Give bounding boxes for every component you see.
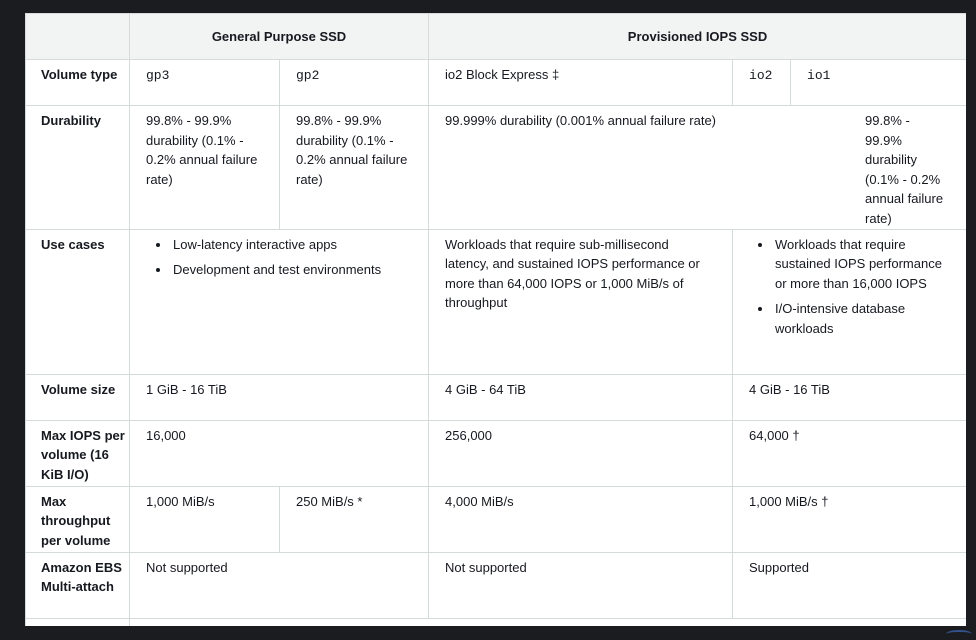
volume-size-io2-io1: 4 GiB - 16 TiB <box>732 373 966 421</box>
max-iops-general-purpose: 16,000 <box>128 419 430 487</box>
use-cases-io2-io1-list: Workloads that require sustained IOPS pe… <box>748 235 952 339</box>
cell-io2-block-express-type: io2 Block Express ‡ <box>428 59 734 106</box>
max-throughput-gp2: 250 MiB/s * <box>278 485 430 553</box>
cell-gp2-type: gp2 <box>278 59 430 106</box>
volume-type-io2-block-express: io2 Block Express ‡ <box>445 67 560 82</box>
boot-volume-row: Boot volume Supported <box>25 617 966 626</box>
cell-io2-type: io2 <box>732 59 792 106</box>
use-cases-row: Use cases Low-latency interactive apps D… <box>25 228 966 375</box>
row-label-max-throughput: Max throughput per volume <box>25 485 130 553</box>
row-label-max-iops: Max IOPS per volume (16 KiB I/O) <box>25 419 130 487</box>
ebs-volume-types-table: General Purpose SSD Provisioned IOPS SSD… <box>25 13 966 626</box>
multi-attach-row: Amazon EBS Multi-attach Not supported No… <box>25 551 966 619</box>
row-label-max-iops-text: Max IOPS per volume (16 KiB I/O) <box>41 427 125 482</box>
max-iops-io2-io1: 64,000 † <box>732 419 966 487</box>
durability-gp3: 99.8% - 99.9% durability (0.1% - 0.2% an… <box>129 105 280 230</box>
max-throughput-io2-io1: 1,000 MiB/s † <box>732 485 966 553</box>
general-purpose-ssd-header: General Purpose SSD <box>128 13 430 60</box>
multi-attach-io2-io1: Supported <box>732 551 966 619</box>
durability-io1: 99.8% - 99.9% durability (0.1% - 0.2% an… <box>790 105 966 230</box>
list-item: I/O-intensive database workloads <box>773 299 952 338</box>
multi-attach-general-purpose: Not supported <box>128 551 430 619</box>
volume-type-io1: io1 <box>807 68 831 83</box>
ebs-volume-types-table-container: General Purpose SSD Provisioned IOPS SSD… <box>25 13 966 626</box>
durability-io2: 99.999% durability (0.001% annual failur… <box>428 105 791 230</box>
use-cases-general-purpose-list: Low-latency interactive apps Development… <box>146 235 414 280</box>
durability-row: Durability 99.8% - 99.9% durability (0.1… <box>25 105 966 230</box>
multi-attach-io2-block-express: Not supported <box>428 551 734 619</box>
volume-type-io2: io2 <box>749 68 773 83</box>
header-corner-cell <box>25 13 130 60</box>
row-label-volume-size: Volume size <box>25 373 130 421</box>
boot-volume-all: Supported <box>128 617 966 626</box>
use-cases-io2-block-express: Workloads that require sub-millisecond l… <box>428 228 734 375</box>
volume-type-row: Volume type gp3 gp2 io2 Block Express ‡ … <box>25 59 966 106</box>
row-label-boot-volume: Boot volume <box>25 617 130 626</box>
corner-decoration <box>946 630 972 638</box>
cell-gp3-type: gp3 <box>129 59 280 106</box>
volume-size-row: Volume size 1 GiB - 16 TiB 4 GiB - 64 Ti… <box>25 373 966 421</box>
row-label-multi-attach: Amazon EBS Multi-attach <box>25 551 130 619</box>
max-iops-row: Max IOPS per volume (16 KiB I/O) 16,000 … <box>25 419 966 487</box>
use-cases-io2-io1: Workloads that require sustained IOPS pe… <box>732 228 966 375</box>
volume-size-io2-block-express: 4 GiB - 64 TiB <box>428 373 734 421</box>
volume-type-gp2: gp2 <box>296 68 320 83</box>
max-throughput-gp3: 1,000 MiB/s <box>129 485 280 553</box>
max-throughput-io2-block-express: 4,000 MiB/s <box>428 485 734 553</box>
row-label-durability: Durability <box>25 105 130 230</box>
volume-size-general-purpose: 1 GiB - 16 TiB <box>128 373 430 421</box>
list-item: Workloads that require sustained IOPS pe… <box>773 235 952 294</box>
use-cases-general-purpose: Low-latency interactive apps Development… <box>128 228 430 375</box>
volume-type-gp3: gp3 <box>146 68 170 83</box>
max-iops-io2-block-express: 256,000 <box>428 419 734 487</box>
row-label-use-cases: Use cases <box>25 228 130 375</box>
provisioned-iops-ssd-header: Provisioned IOPS SSD <box>428 13 966 60</box>
list-item: Low-latency interactive apps <box>171 235 414 255</box>
durability-gp2: 99.8% - 99.9% durability (0.1% - 0.2% an… <box>278 105 430 230</box>
header-row: General Purpose SSD Provisioned IOPS SSD <box>25 13 966 60</box>
row-label-volume-type: Volume type <box>25 59 130 106</box>
max-throughput-row: Max throughput per volume 1,000 MiB/s 25… <box>25 485 966 553</box>
cell-io1-type: io1 <box>790 59 966 106</box>
list-item: Development and test environments <box>171 260 414 280</box>
